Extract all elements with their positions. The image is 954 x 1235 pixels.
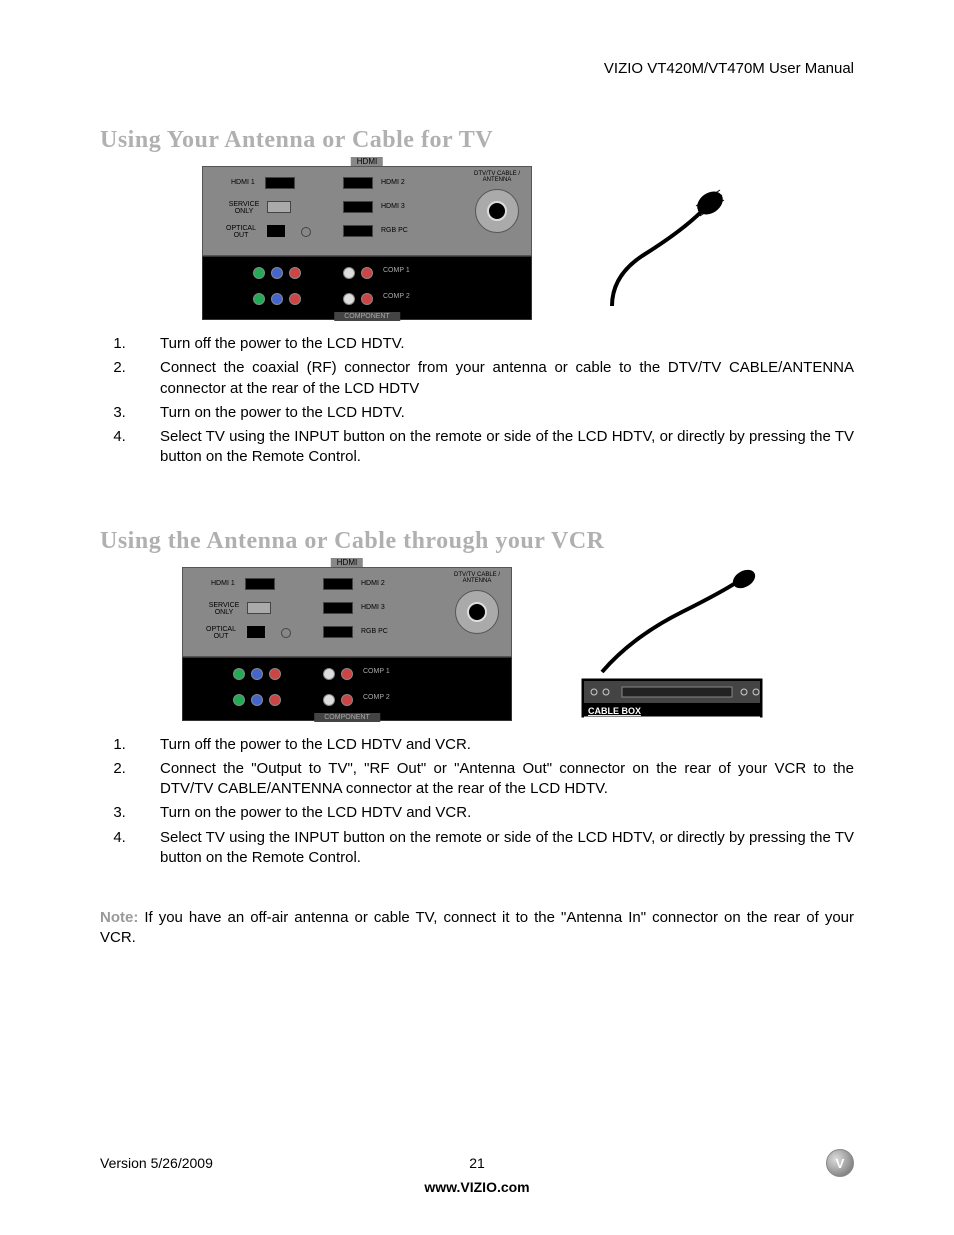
section1-diagram-row: HDMI HDMI 1 HDMI 2 SERVICE ONLY HDMI 3 O… [100, 166, 854, 326]
comp-pr2 [289, 293, 301, 305]
comp-pr2 [269, 694, 281, 706]
hdmi1-label: HDMI 1 [211, 580, 235, 587]
step-item: Turn on the power to the LCD HDTV and VC… [130, 803, 854, 823]
optical-label: OPTICAL OUT [221, 225, 261, 239]
header-product: VIZIO VT420M/VT470M User Manual [100, 60, 854, 77]
page-footer: Version 5/26/2009 21 V www.VIZIO.com [100, 1149, 854, 1195]
service-port [247, 602, 271, 614]
hdmi3-label: HDMI 3 [381, 203, 405, 210]
hdmi2-port [343, 177, 373, 189]
comp-y1 [233, 668, 245, 680]
comp-r2 [361, 293, 373, 305]
comp2-label: COMP 2 [383, 293, 410, 300]
service-label: SERVICE ONLY [227, 201, 261, 215]
note-paragraph: Note: If you have an off-air antenna or … [100, 908, 854, 949]
step-item: Connect the "Output to TV", "RF Out" or … [130, 759, 854, 800]
footer-version: Version 5/26/2009 [100, 1155, 213, 1171]
audio-jack-1 [281, 628, 291, 638]
comp-y2 [233, 694, 245, 706]
comp-pr1 [289, 267, 301, 279]
coax-connector [455, 590, 499, 634]
comp-r1 [341, 668, 353, 680]
step-item: Connect the coaxial (RF) connector from … [130, 358, 854, 399]
step-item: Turn on the power to the LCD HDTV. [130, 403, 854, 423]
comp-l1 [323, 668, 335, 680]
comp-pr1 [269, 668, 281, 680]
optical-label: OPTICAL OUT [201, 626, 241, 640]
comp-l1 [343, 267, 355, 279]
rgb-port [323, 626, 353, 638]
comp-r2 [341, 694, 353, 706]
step-item: Select TV using the INPUT button on the … [130, 828, 854, 869]
comp2-label: COMP 2 [363, 694, 390, 701]
coax-cable-icon [592, 176, 752, 316]
component-label: COMPONENT [314, 713, 380, 722]
coax-connector [475, 189, 519, 233]
hdmi3-port [343, 201, 373, 213]
comp-pb2 [251, 694, 263, 706]
section1-title: Using Your Antenna or Cable for TV [100, 127, 854, 154]
footer-url: www.VIZIO.com [100, 1179, 854, 1195]
section-antenna-direct: Using Your Antenna or Cable for TV HDMI … [100, 127, 854, 468]
comp-pb2 [271, 293, 283, 305]
footer-page-number: 21 [469, 1155, 485, 1171]
comp-r1 [361, 267, 373, 279]
step-item: Turn off the power to the LCD HDTV. [130, 334, 854, 354]
optical-port [267, 225, 285, 237]
comp-pb1 [251, 668, 263, 680]
hdmi3-port [323, 602, 353, 614]
coax-label: DTV/TV CABLE / ANTENNA [449, 572, 505, 584]
hdmi-header-label: HDMI [351, 157, 383, 166]
comp-pb1 [271, 267, 283, 279]
cable-box-label: CABLE BOX [588, 706, 641, 716]
hdmi2-label: HDMI 2 [381, 179, 405, 186]
section2-diagram-row: HDMI HDMI 1 HDMI 2 SERVICE ONLY HDMI 3 O… [100, 567, 854, 727]
component-label: COMPONENT [334, 312, 400, 321]
section1-steps: Turn off the power to the LCD HDTV. Conn… [100, 334, 854, 468]
comp1-label: COMP 1 [363, 668, 390, 675]
hdmi1-port [245, 578, 275, 590]
hdmi-header-label: HDMI [331, 558, 363, 567]
vizio-logo-icon: V [826, 1149, 854, 1177]
service-port [267, 201, 291, 213]
comp-l2 [343, 293, 355, 305]
hdmi2-port [323, 578, 353, 590]
manual-page: VIZIO VT420M/VT470M User Manual Using Yo… [0, 0, 954, 1235]
comp-y1 [253, 267, 265, 279]
tv-back-panel-1: HDMI HDMI 1 HDMI 2 SERVICE ONLY HDMI 3 O… [202, 166, 532, 326]
note-label: Note: [100, 909, 138, 926]
hdmi1-port [265, 177, 295, 189]
comp-y2 [253, 293, 265, 305]
hdmi3-label: HDMI 3 [361, 604, 385, 611]
rgb-port [343, 225, 373, 237]
audio-jack-1 [301, 227, 311, 237]
rgb-label: RGB PC [361, 628, 388, 635]
section-antenna-vcr: Using the Antenna or Cable through your … [100, 528, 854, 869]
hdmi1-label: HDMI 1 [231, 179, 255, 186]
coax-label: DTV/TV CABLE / ANTENNA [469, 171, 525, 183]
cable-box-icon: CABLE BOX [572, 567, 772, 727]
optical-port [247, 626, 265, 638]
section2-title: Using the Antenna or Cable through your … [100, 528, 854, 555]
step-item: Turn off the power to the LCD HDTV and V… [130, 735, 854, 755]
comp1-label: COMP 1 [383, 267, 410, 274]
rgb-label: RGB PC [381, 227, 408, 234]
comp-l2 [323, 694, 335, 706]
section2-steps: Turn off the power to the LCD HDTV and V… [100, 735, 854, 869]
hdmi2-label: HDMI 2 [361, 580, 385, 587]
service-label: SERVICE ONLY [207, 602, 241, 616]
step-item: Select TV using the INPUT button on the … [130, 427, 854, 468]
note-text: If you have an off-air antenna or cable … [100, 909, 854, 946]
tv-back-panel-2: HDMI HDMI 1 HDMI 2 SERVICE ONLY HDMI 3 O… [182, 567, 512, 727]
